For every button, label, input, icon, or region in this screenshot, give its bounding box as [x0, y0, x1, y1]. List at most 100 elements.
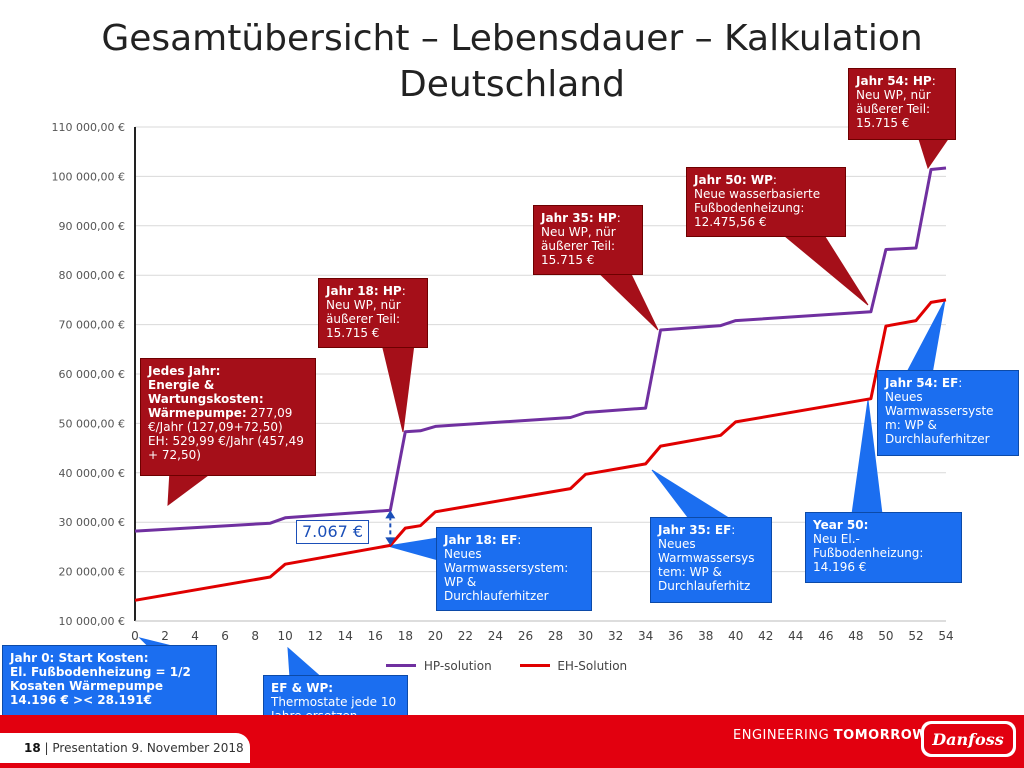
title-line-1: Gesamtübersicht – Lebensdauer – Kalkulat…	[101, 18, 923, 59]
callout-body: : Neu WP, nür äußerer Teil: 15.715 €	[326, 284, 406, 340]
x-tick-label: 6	[221, 629, 229, 643]
callout-head: Jahr 18: HP	[326, 284, 402, 298]
callout-body: : Neues Warmwassersys tem: WP & Durchlau…	[658, 523, 755, 593]
callout-body: : Neues Warmwassersystem: WP & Durchlauf…	[444, 533, 569, 603]
callout-jahr35-hp: Jahr 35: HP: Neu WP, nür äußerer Teil: 1…	[533, 205, 643, 275]
difference-arrow	[385, 510, 396, 546]
callout-body: Neu El.-Fußbodenheizung: 14.196 €	[813, 532, 924, 574]
callout-jahr54-hp: Jahr 54: HP: Neu WP, nür äußerer Teil: 1…	[848, 68, 956, 140]
chart-tick-labels: 10 000,00 € 20 000,00 € 30 000,00 € 40 000,…	[52, 121, 954, 643]
x-tick-label: 26	[518, 629, 533, 643]
x-tick-label: 24	[488, 629, 503, 643]
legend-swatch-eh	[519, 664, 550, 667]
chart-legend: HP-solution EH-Solution	[386, 658, 627, 673]
legend-label-hp: HP-solution	[423, 658, 492, 673]
legend-label-eh: EH-Solution	[557, 658, 628, 673]
difference-label: 7.067 €	[296, 520, 370, 544]
x-tick-label: 40	[728, 629, 743, 643]
pointer-jahr54-hp	[917, 135, 951, 170]
callout-head: Jahr 0: Start Kosten: El. Fußbodenheizun…	[10, 651, 191, 707]
x-tick-label: 4	[191, 629, 199, 643]
pointer-jahr35-hp	[596, 271, 659, 331]
danfoss-logo: Danfoss	[921, 721, 1016, 757]
x-tick-label: 10	[278, 629, 293, 643]
callout-jahr35-ef: Jahr 35: EF: Neues Warmwassersys tem: WP…	[650, 517, 772, 603]
callout-jedes-jahr: Jedes Jahr: Energie & Wartungskosten: Wä…	[140, 358, 316, 476]
callout-body: 277,09 €/Jahr (127,09+72,50) EH: 529,99 …	[148, 406, 304, 462]
callout-head: Jahr 54: EF	[885, 376, 959, 390]
x-tick-label: 22	[458, 629, 473, 643]
x-tick-label: 34	[638, 629, 653, 643]
difference-arrow-head-up	[385, 510, 396, 519]
pointer-ef-wp	[287, 646, 324, 679]
x-tick-label: 36	[668, 629, 683, 643]
footer-label: 18 | Presentation 9. November 2018	[0, 733, 250, 763]
x-tick-label: 20	[428, 629, 443, 643]
tagline-bold: TOMORROW	[833, 728, 928, 743]
x-tick-label: 0	[131, 629, 139, 643]
x-tick-label: 2	[161, 629, 169, 643]
series-line-hp	[134, 166, 947, 533]
callout-head: EF & WP:	[271, 681, 334, 695]
y-tick-label: 80 000,00 €	[59, 269, 125, 282]
chart-axes	[134, 127, 946, 622]
presentation-date: Presentation 9. November 2018	[52, 741, 244, 755]
x-tick-label: 14	[338, 629, 353, 643]
y-tick-label: 90 000,00 €	[59, 220, 125, 233]
difference-arrow-head-down	[385, 537, 396, 546]
page-number: 18	[24, 741, 41, 755]
callout-jahr0: Jahr 0: Start Kosten: El. Fußbodenheizun…	[2, 645, 217, 717]
callout-year50: Year 50: Neu El.-Fußbodenheizung: 14.196…	[805, 512, 962, 583]
x-tick-label: 12	[308, 629, 323, 643]
x-tick-label: 16	[368, 629, 383, 643]
y-tick-label: 70 000,00 €	[59, 319, 125, 332]
series-line-eh	[134, 298, 947, 602]
chart-series	[134, 166, 947, 602]
title-line-2: Deutschland	[399, 64, 625, 105]
y-tick-label: 10 000,00 €	[59, 615, 125, 628]
callout-head: Jahr 35: EF	[658, 523, 732, 537]
pointer-jahr18-hp	[381, 343, 415, 433]
callout-head: Jahr 35: HP	[541, 211, 617, 225]
pointer-jahr35-ef	[651, 469, 734, 521]
y-tick-label: 100 000,00 €	[52, 170, 125, 183]
y-tick-label: 50 000,00 €	[59, 417, 125, 430]
x-tick-label: 30	[578, 629, 593, 643]
x-tick-label: 50	[878, 629, 893, 643]
x-tick-label: 44	[788, 629, 803, 643]
callout-jahr18-hp: Jahr 18: HP: Neu WP, nür äußerer Teil: 1…	[318, 278, 428, 348]
callout-jahr54-ef: Jahr 54: EF: Neues Warmwassersyste m: WP…	[877, 370, 1019, 456]
x-tick-label: 32	[608, 629, 623, 643]
y-tick-label: 40 000,00 €	[59, 467, 125, 480]
x-tick-label: 8	[251, 629, 259, 643]
svg-text:Danfoss: Danfoss	[931, 730, 1003, 749]
callout-jahr18-ef: Jahr 18: EF: Neues Warmwassersystem: WP …	[436, 527, 592, 611]
x-tick-label: 54	[938, 629, 953, 643]
tagline: ENGINEERING TOMORROW	[733, 728, 927, 743]
callout-head: Year 50:	[813, 518, 869, 532]
x-tick-label: 18	[398, 629, 413, 643]
y-tick-label: 60 000,00 €	[59, 368, 125, 381]
callout-head: Jedes Jahr: Energie & Wartungskosten: Wä…	[148, 364, 264, 420]
callout-body: : Neu WP, nür äußerer Teil: 15.715 €	[541, 211, 621, 267]
x-tick-label: 28	[548, 629, 563, 643]
chart-title: Gesamtübersicht – Lebensdauer – Kalkulat…	[0, 16, 1024, 108]
callout-body: : Neue wasserbasierte Fußbodenheizung: 1…	[694, 173, 821, 229]
x-tick-label: 46	[818, 629, 833, 643]
callout-body: : Neues Warmwassersyste m: WP & Durchlau…	[885, 376, 994, 446]
tagline-normal: ENGINEERING	[733, 728, 834, 743]
y-tick-label: 30 000,00 €	[59, 516, 125, 529]
x-tick-label: 48	[848, 629, 863, 643]
callout-head: Jahr 18: EF	[444, 533, 518, 547]
legend-swatch-hp	[386, 664, 416, 667]
x-tick-label: 42	[758, 629, 773, 643]
callout-jahr50-wp: Jahr 50: WP: Neue wasserbasierte Fußbode…	[686, 167, 846, 237]
y-tick-label: 110 000,00 €	[52, 121, 125, 134]
pointer-jahr50-wp	[778, 231, 869, 306]
callout-body: : Neu WP, nür äußerer Teil: 15.715 €	[856, 74, 936, 130]
x-tick-label: 38	[698, 629, 713, 643]
callout-head: Jahr 54: HP	[856, 74, 932, 88]
x-tick-label: 52	[908, 629, 923, 643]
callout-head: Jahr 50: WP	[694, 173, 773, 187]
y-tick-label: 20 000,00 €	[59, 566, 125, 579]
